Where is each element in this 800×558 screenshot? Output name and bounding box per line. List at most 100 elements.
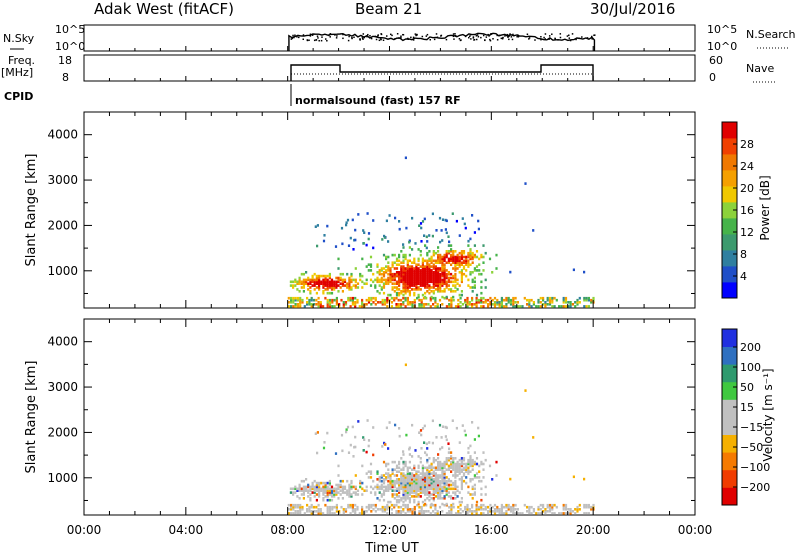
power-cell xyxy=(480,254,482,257)
velocity-cell xyxy=(586,504,588,507)
velocity-cell xyxy=(424,499,426,502)
power-cell xyxy=(494,297,496,300)
velocity-cell xyxy=(496,506,498,509)
noise-dot xyxy=(422,36,424,38)
power-cell xyxy=(447,235,449,238)
power-cell xyxy=(418,224,420,227)
power-cell xyxy=(379,279,381,282)
power-cell xyxy=(448,288,450,291)
noise-dot xyxy=(342,38,344,40)
velocity-cell xyxy=(356,506,358,509)
velocity-cell xyxy=(448,448,450,451)
velocity-cell xyxy=(361,482,363,485)
power-cell xyxy=(400,299,402,302)
power-cell xyxy=(457,254,459,257)
velocity-cell xyxy=(306,504,308,507)
freq-trace xyxy=(291,65,593,81)
velocity-cell xyxy=(376,497,378,500)
power-cell xyxy=(450,254,452,257)
velocity-cell xyxy=(353,486,355,489)
power-cell xyxy=(485,252,487,255)
power-cell xyxy=(477,220,479,223)
power-cell xyxy=(450,244,452,247)
velocity-cell xyxy=(383,474,385,477)
velocity-cell xyxy=(461,501,463,504)
noise-dot xyxy=(486,36,488,38)
power-cell xyxy=(379,269,381,272)
power-cell xyxy=(366,279,368,282)
velocity-cell xyxy=(389,501,391,504)
velocity-cell xyxy=(448,465,450,468)
velocity-cell xyxy=(352,504,354,507)
power-cell xyxy=(400,303,402,306)
velocity-cell xyxy=(379,499,381,502)
power-cell xyxy=(442,218,444,221)
power-cell xyxy=(576,299,578,302)
velocity-cell xyxy=(424,472,426,475)
velocity-cell xyxy=(327,499,329,502)
power-cell xyxy=(327,275,329,278)
power-cell xyxy=(510,299,512,302)
velocity-cell xyxy=(465,482,467,485)
power-cell xyxy=(354,229,356,232)
velocity-cell xyxy=(394,461,396,464)
power-cell xyxy=(398,299,400,302)
velocity-cell xyxy=(354,508,356,511)
power-cell xyxy=(363,242,365,245)
velocity-cell xyxy=(355,474,357,477)
velocity-cell xyxy=(450,495,452,498)
rti-figure: Adak West (fitACF) Beam 21 30/Jul/2016 N… xyxy=(0,0,800,554)
power-cell xyxy=(437,267,439,270)
power-cell xyxy=(441,256,443,259)
velocity-cell xyxy=(503,512,505,515)
noise-dot xyxy=(310,34,312,36)
power-cell xyxy=(383,271,385,274)
power-cell xyxy=(588,305,590,308)
velocity-cell xyxy=(460,512,462,515)
velocity-cell xyxy=(387,468,389,471)
velocity-cell xyxy=(464,506,466,509)
power-cell xyxy=(476,269,478,272)
velocity-cell xyxy=(303,497,305,500)
noise-dot xyxy=(459,38,461,40)
power-cell xyxy=(420,222,422,225)
velocity-cell xyxy=(441,510,443,513)
power-cell xyxy=(454,273,456,276)
power-cell xyxy=(448,271,450,274)
velocity-cell xyxy=(524,389,526,392)
velocity-cell xyxy=(392,461,394,464)
velocity-cell xyxy=(510,506,512,509)
velocity-cell xyxy=(393,504,395,507)
velocity-cell xyxy=(461,497,463,500)
velocity-cell xyxy=(303,486,305,489)
velocity-cell xyxy=(391,512,393,515)
velocity-cell xyxy=(413,465,415,468)
power-cell xyxy=(588,297,590,300)
velocity-cell xyxy=(376,484,378,487)
noise-dot xyxy=(502,38,504,40)
noise-dot xyxy=(488,35,490,37)
power-cell xyxy=(340,277,342,280)
power-cell xyxy=(370,297,372,300)
power-cell xyxy=(370,256,372,259)
power-cell xyxy=(329,281,331,284)
power-cell xyxy=(316,275,318,278)
velocity-cell xyxy=(292,504,294,507)
colorbar-tick-label: −50 xyxy=(740,441,763,454)
power-cell xyxy=(437,246,439,249)
noise-dot xyxy=(575,39,577,41)
power-cell xyxy=(381,286,383,289)
noise-dot xyxy=(366,36,368,38)
power-cell xyxy=(430,305,432,308)
power-cell xyxy=(307,277,309,280)
velocity-cell xyxy=(331,506,333,509)
cpid-label: CPID xyxy=(4,90,33,103)
velocity-cell xyxy=(381,484,383,487)
noise-dot xyxy=(415,33,417,35)
colorbar-segment xyxy=(722,234,737,250)
power-cell xyxy=(469,263,471,266)
velocity-cell xyxy=(374,491,376,494)
velocity-cell xyxy=(337,497,339,500)
velocity-cell xyxy=(554,504,556,507)
velocity-cell xyxy=(405,461,407,464)
